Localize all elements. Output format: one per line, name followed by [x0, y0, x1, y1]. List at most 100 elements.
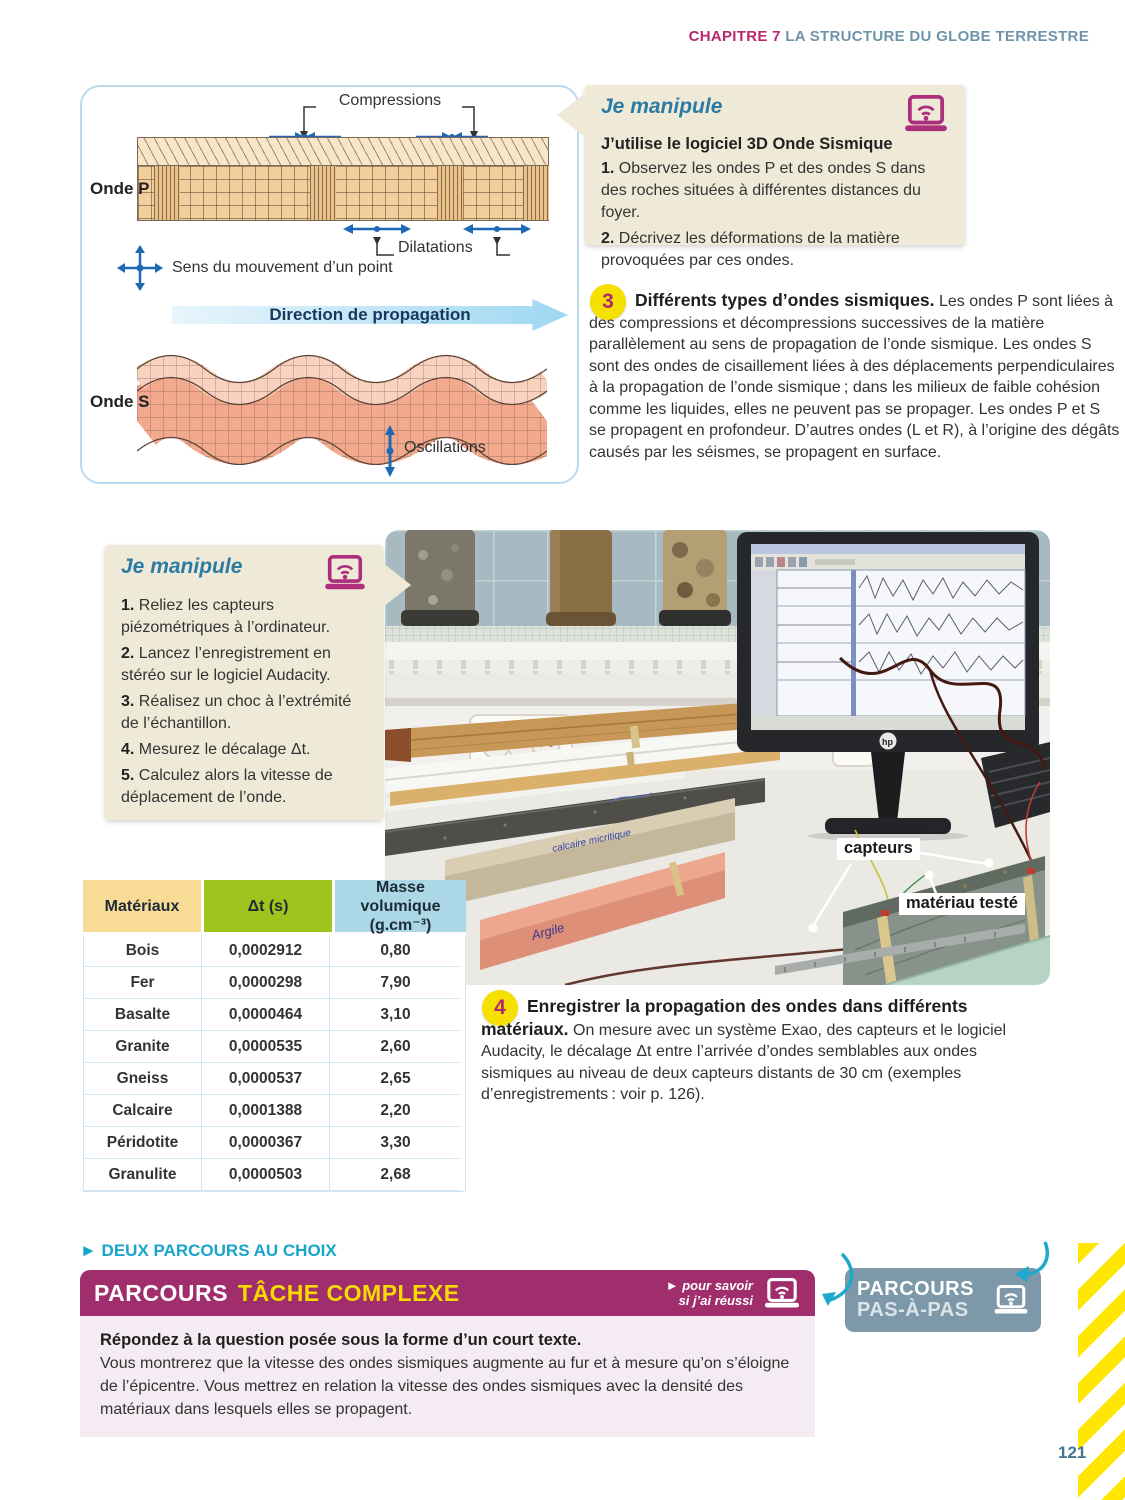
table-cell: 0,0000464: [202, 999, 330, 1031]
figure-seismic-waves: Compressions Onde P: [80, 85, 579, 484]
table-cell: 2,20: [330, 1095, 461, 1127]
tache-lead: Répondez à la question posée sous la for…: [100, 1331, 582, 1349]
je-manipule-title: Je manipule: [121, 555, 243, 578]
table-cell: 2,68: [330, 1159, 461, 1191]
table-cell: 2,65: [330, 1063, 461, 1095]
speech-tail: [557, 93, 585, 137]
compressions-label: Compressions: [338, 92, 442, 109]
step: 5. Calculez alors la vitesse de déplacem…: [121, 767, 333, 806]
hp-logo: hp: [882, 737, 893, 747]
caption-3-number: 3: [590, 284, 626, 320]
table-cell: 0,0001388: [202, 1095, 330, 1127]
onde-p-label: Onde P: [90, 179, 150, 198]
je-manipule-box-1: Je manipule J’utilise le logiciel 3D Ond…: [557, 85, 965, 269]
deux-parcours-label: ► DEUX PARCOURS AU CHOIX: [80, 1241, 337, 1260]
table-cell: Bois: [84, 935, 202, 967]
table-cell: Gneiss: [84, 1063, 202, 1095]
onde-s-label: Onde S: [90, 392, 150, 411]
tache-complexe-label: TÂCHE COMPLEXE: [237, 1279, 460, 1306]
caption-4-title: Enregistrer la propagation des ondes dan…: [481, 996, 968, 1039]
step: 1. Observez les ondes P et des ondes S d…: [601, 160, 926, 221]
pas-a-pas-label: PAS-À-PAS: [857, 1299, 969, 1321]
parcours-tache-body: Répondez à la question posée sous la for…: [80, 1316, 815, 1437]
p-wave-front-face: [137, 165, 550, 221]
table-cell: Basalte: [84, 999, 202, 1031]
laptop-wifi-icon: [994, 1285, 1028, 1314]
table-cell: 0,0000367: [202, 1127, 330, 1159]
table-cell: 7,90: [330, 967, 461, 999]
step: 2. Décrivez les déformations de la matiè…: [601, 230, 900, 269]
dilatations-label: Dilatations: [398, 239, 473, 256]
caption-3-body: Les ondes P sont liées à des compression…: [589, 293, 1120, 461]
chapter-number: CHAPITRE 7: [688, 28, 781, 45]
table-cell: Fer: [84, 967, 202, 999]
table-body: Bois 0,0002912 0,80 Fer 0,0000298 7,90 B…: [83, 935, 466, 1192]
p-wave-compression-zone: [310, 166, 337, 220]
table-cell: 3,10: [330, 999, 461, 1031]
col-header-dt: Δt (s): [204, 880, 332, 932]
chapter-title: LA STRUCTURE DU GLOBE TERRESTRE: [785, 28, 1089, 45]
col-header-materials: Matériaux: [83, 880, 201, 932]
page-number: 121: [1058, 1443, 1087, 1462]
laptop-wifi-icon: [325, 555, 365, 590]
parcours-tache-header: PARCOURS TÂCHE COMPLEXE ► pour savoir si …: [80, 1270, 815, 1316]
dilatation-arrows-icon: [463, 224, 531, 234]
materials-table: Matériaux Δt (s) Masse volumique (g.cm⁻³…: [83, 879, 466, 1192]
table-cell: 0,0000503: [202, 1159, 330, 1191]
parcours-label: PARCOURS: [94, 1279, 228, 1306]
table-cell: Granite: [84, 1031, 202, 1063]
propagation-direction-label: Direction de propagation: [269, 305, 471, 324]
caption-3: Différents types d’ondes sismiques. Les …: [589, 290, 1121, 463]
caption-3-title: Différents types d’ondes sismiques.: [635, 290, 935, 310]
oscillations-label: Oscillations: [404, 439, 486, 456]
caption-4: Enregistrer la propagation des ondes dan…: [481, 996, 1041, 1106]
parcours-label: PARCOURS: [857, 1278, 974, 1300]
caption-4-number: 4: [482, 990, 518, 1026]
je-manipule-steps: 1. Observez les ondes P et des ondes S d…: [601, 158, 949, 272]
table-cell: Granulite: [84, 1159, 202, 1191]
col-header-density: Masse volumique (g.cm⁻³): [335, 879, 466, 934]
caption-4-body: On mesure avec un système Exao, des capt…: [481, 1021, 1007, 1104]
chapter-header: CHAPITRE 7 LA STRUCTURE DU GLOBE TERREST…: [689, 28, 1089, 45]
table-cell: 0,0000535: [202, 1031, 330, 1063]
decorative-stripes: [1078, 1243, 1125, 1500]
propagation-direction-arrow: Direction de propagation: [172, 299, 568, 331]
curved-arrow-icon: [1015, 1241, 1049, 1282]
parcours-pas-a-pas-box: PARCOURS PAS-À-PAS: [845, 1268, 1041, 1332]
je-manipule-steps: 1. Reliez les capteurs piézométriques à …: [121, 595, 367, 809]
capteurs-label: capteurs: [837, 838, 920, 860]
dilatations-connector-lines: [373, 237, 510, 256]
speech-tail: [383, 563, 411, 607]
lab-experiment-photo: Bois calcaire micritique Argile: [385, 530, 1050, 985]
table-cell: 0,0000537: [202, 1063, 330, 1095]
oscillation-arrow-icon: [385, 425, 395, 477]
je-manipule-subtitle: J’utilise le logiciel 3D Onde Sismique: [601, 135, 893, 153]
compressions-connector-lines: [300, 106, 478, 140]
p-wave-compression-zone: [154, 166, 181, 220]
table-cell: 2,60: [330, 1031, 461, 1063]
je-manipule-title: Je manipule: [601, 95, 723, 118]
lab-photo-scene: Bois calcaire micritique Argile: [385, 530, 1050, 985]
step: 3. Réalisez un choc à l’extrémité de l’é…: [121, 693, 352, 732]
table-cell: 3,30: [330, 1127, 461, 1159]
curved-arrow-icon: [822, 1252, 854, 1306]
table-cell: Péridotite: [84, 1127, 202, 1159]
table-cell: 0,0002912: [202, 935, 330, 967]
dilatation-arrows-icon: [343, 224, 411, 234]
table-cell: 0,80: [330, 935, 461, 967]
p-wave-compression-zone: [523, 166, 550, 220]
pour-savoir-label: ► pour savoir si j’ai réussi: [665, 1278, 753, 1308]
point-movement-cross-icon: [117, 245, 163, 291]
table-cell: 0,0000298: [202, 967, 330, 999]
step: 2. Lancez l’enregistrement en stéréo sur…: [121, 645, 331, 684]
movement-label: Sens du mouvement d’un point: [172, 259, 393, 276]
materiau-teste-label: matériau testé: [899, 893, 1025, 915]
table-header-row: Matériaux Δt (s) Masse volumique (g.cm⁻³…: [83, 879, 466, 934]
step: 1. Reliez les capteurs piézométriques à …: [121, 597, 331, 636]
tache-text: Vous montrerez que la vitesse des ondes …: [100, 1355, 790, 1418]
p-wave-top-face: [137, 137, 549, 166]
parcours-tache-complexe-box: PARCOURS TÂCHE COMPLEXE ► pour savoir si …: [80, 1270, 815, 1437]
laptop-wifi-icon: [905, 95, 947, 132]
table-cell: Calcaire: [84, 1095, 202, 1127]
